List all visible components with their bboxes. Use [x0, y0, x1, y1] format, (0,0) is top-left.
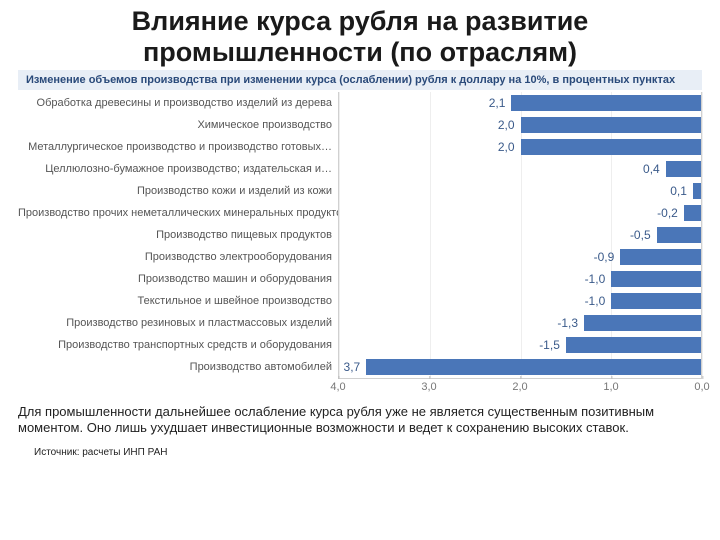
row-label: Целлюлозно-бумажное производство; издате…	[18, 163, 338, 175]
bar	[584, 315, 702, 331]
bar-chart: Обработка древесины и производство издел…	[18, 92, 702, 396]
row-plot: -1,5	[338, 334, 702, 356]
chart-row: Производство электрооборудования -0,9	[18, 246, 702, 268]
chart-row: Производство автомобилей 3,7	[18, 356, 702, 378]
bar	[684, 205, 702, 221]
bar-value-label: 0,4	[643, 161, 660, 177]
bar	[366, 359, 702, 375]
row-plot: -1,3	[338, 312, 702, 334]
row-plot: 3,7	[338, 356, 702, 378]
row-label: Производство пищевых продуктов	[18, 229, 338, 241]
bar-value-label: -1,0	[585, 293, 606, 309]
bar	[666, 161, 702, 177]
slide-title: Влияние курса рубля на развитие промышле…	[0, 0, 720, 68]
bar-value-label: 2,0	[498, 139, 515, 155]
chart-row: Химическое производство 2,0	[18, 114, 702, 136]
row-plot: -0,9	[338, 246, 702, 268]
bar-value-label: -0,5	[630, 227, 651, 243]
row-label: Производство транспортных средств и обор…	[18, 339, 338, 351]
row-label: Химическое производство	[18, 119, 338, 131]
row-label: Производство резиновых и пластмассовых и…	[18, 317, 338, 329]
chart-row: Металлургическое производство и производ…	[18, 136, 702, 158]
row-plot: 2,1	[338, 92, 702, 114]
chart-row: Текстильное и швейное производство -1,0	[18, 290, 702, 312]
row-label: Производство электрооборудования	[18, 251, 338, 263]
bar-value-label: 0,1	[670, 183, 687, 199]
axis-tick: 1,0	[603, 379, 618, 393]
row-label: Металлургическое производство и производ…	[18, 141, 338, 153]
source-text: Источник: расчеты ИНП РАН	[34, 447, 702, 458]
bar-value-label: -1,3	[557, 315, 578, 331]
bar-value-label: -0,2	[657, 205, 678, 221]
bar-value-label: -1,0	[585, 271, 606, 287]
chart-row: Производство машин и оборудования -1,0	[18, 268, 702, 290]
bar	[521, 117, 703, 133]
chart-row: Производство транспортных средств и обор…	[18, 334, 702, 356]
row-plot: -0,5	[338, 224, 702, 246]
axis-tick: 3,0	[421, 379, 436, 393]
axis-tick: 0,0	[694, 379, 709, 393]
bar-value-label: 3,7	[344, 359, 361, 375]
row-label: Производство прочих неметаллических мине…	[18, 207, 338, 219]
row-plot: 2,0	[338, 114, 702, 136]
bar	[611, 271, 702, 287]
bar	[511, 95, 702, 111]
axis-tick: 2,0	[512, 379, 527, 393]
row-plot: -1,0	[338, 268, 702, 290]
row-label: Производство машин и оборудования	[18, 273, 338, 285]
chart-row: Производство резиновых и пластмассовых и…	[18, 312, 702, 334]
row-plot: -0,2	[338, 202, 702, 224]
bar	[566, 337, 702, 353]
row-label: Обработка древесины и производство издел…	[18, 97, 338, 109]
row-plot: 0,4	[338, 158, 702, 180]
bar-value-label: -0,9	[594, 249, 615, 265]
row-label: Текстильное и швейное производство	[18, 295, 338, 307]
row-label: Производство кожи и изделий из кожи	[18, 185, 338, 197]
x-axis: 4,03,02,01,00,0	[18, 378, 702, 396]
bar-value-label: 2,0	[498, 117, 515, 133]
row-label: Производство автомобилей	[18, 361, 338, 373]
chart-row: Производство кожи и изделий из кожи 0,1	[18, 180, 702, 202]
chart-row: Производство пищевых продуктов -0,5	[18, 224, 702, 246]
chart-subtitle: Изменение объемов производства при измен…	[18, 70, 702, 90]
chart-row: Производство прочих неметаллических мине…	[18, 202, 702, 224]
chart-row: Целлюлозно-бумажное производство; издате…	[18, 158, 702, 180]
bar	[620, 249, 702, 265]
row-plot: 0,1	[338, 180, 702, 202]
bar-value-label: 2,1	[489, 95, 506, 111]
bar	[657, 227, 702, 243]
bar	[693, 183, 702, 199]
bar	[521, 139, 703, 155]
bar-value-label: -1,5	[539, 337, 560, 353]
footnote-text: Для промышленности дальнейшее ослабление…	[18, 404, 702, 437]
row-plot: 2,0	[338, 136, 702, 158]
row-plot: -1,0	[338, 290, 702, 312]
bar	[611, 293, 702, 309]
axis-tick: 4,0	[330, 379, 345, 393]
chart-row: Обработка древесины и производство издел…	[18, 92, 702, 114]
